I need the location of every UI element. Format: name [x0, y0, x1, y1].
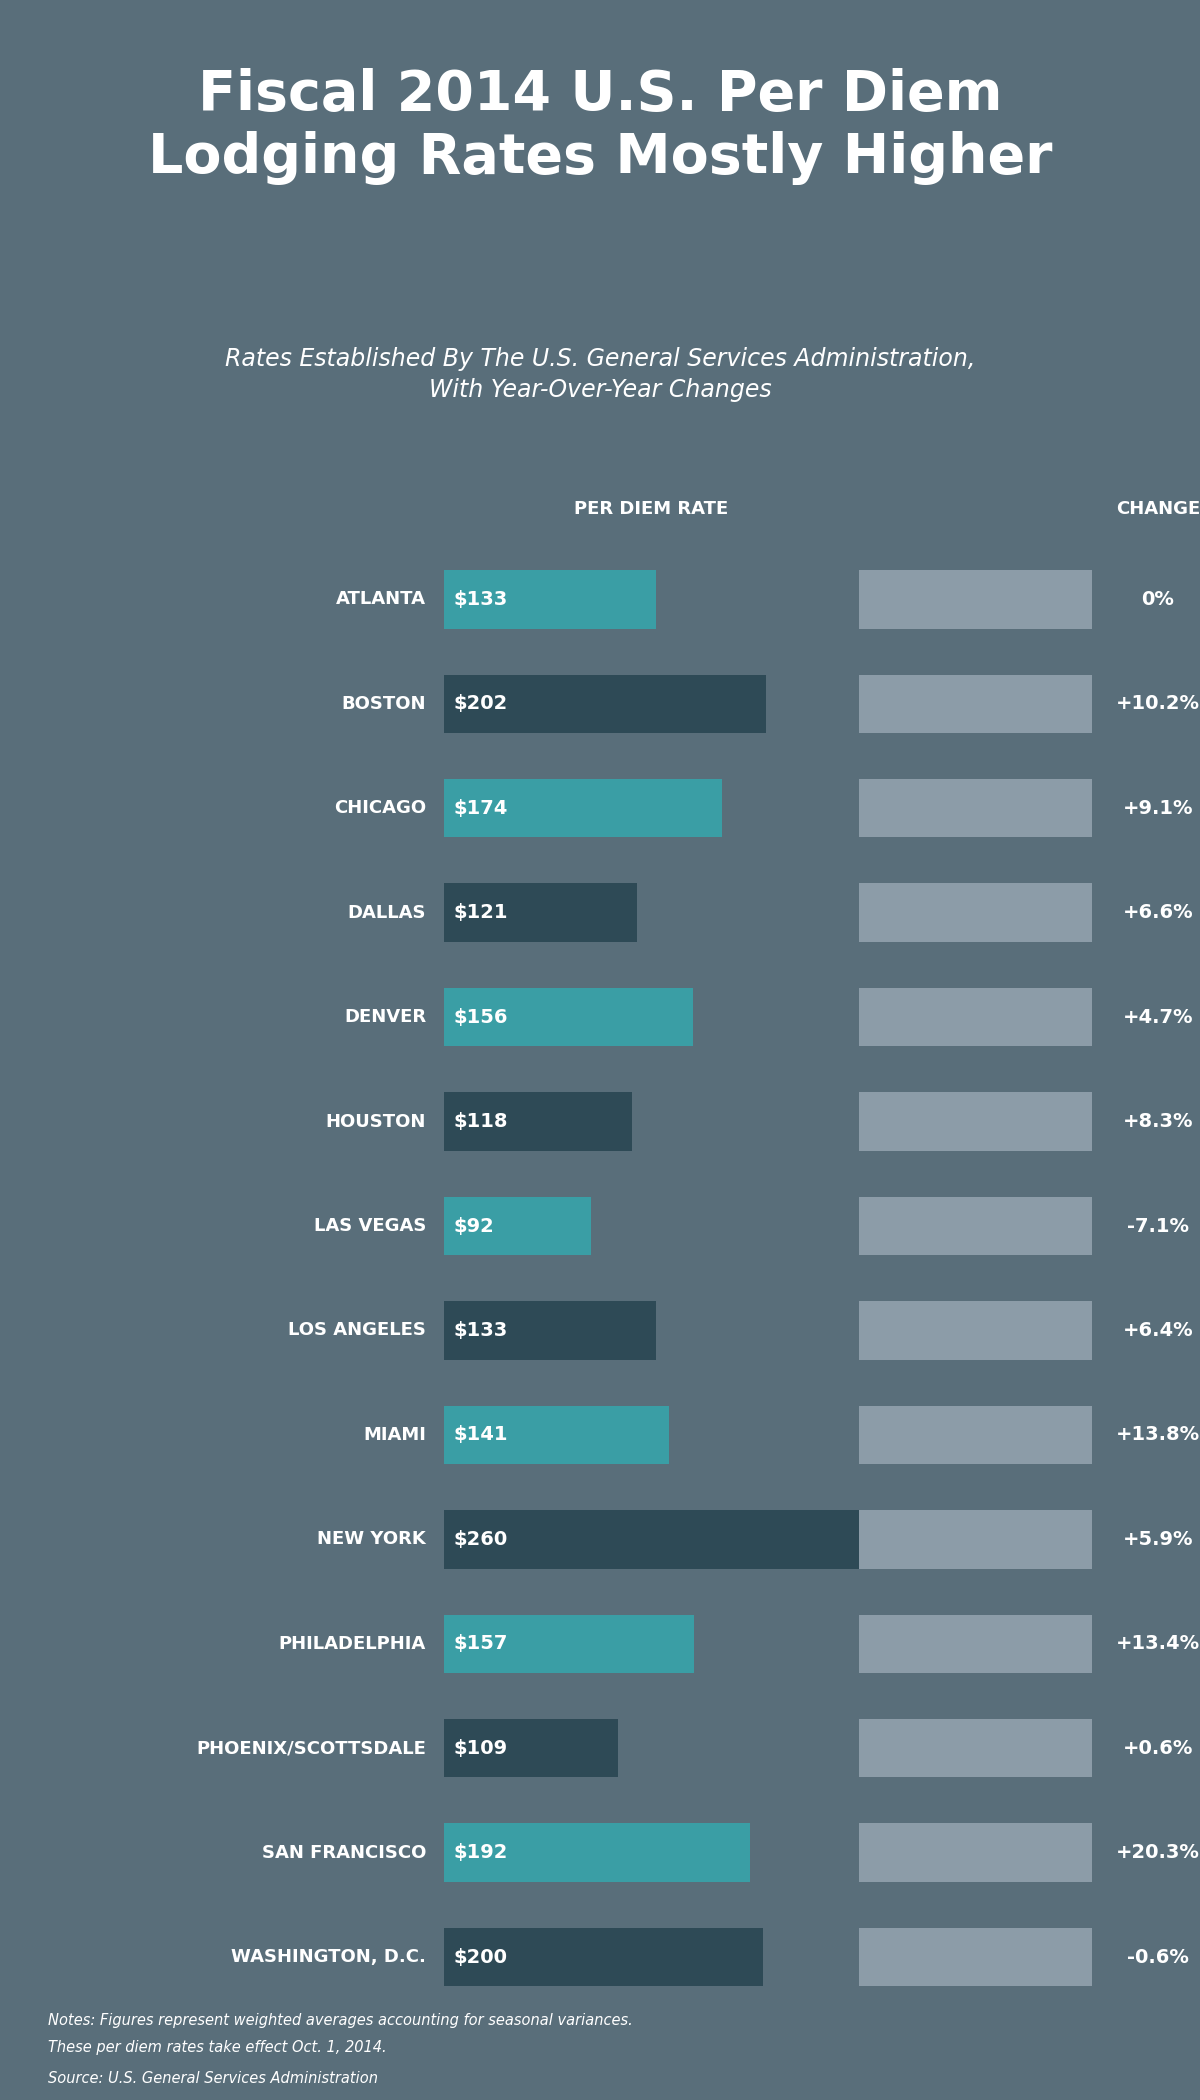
Text: $121: $121: [454, 903, 508, 922]
Bar: [859, 1510, 1092, 1569]
Text: +9.1%: +9.1%: [1123, 798, 1193, 817]
Bar: [444, 1197, 590, 1256]
Bar: [859, 779, 1092, 838]
Bar: [859, 1823, 1092, 1882]
Text: LAS VEGAS: LAS VEGAS: [313, 1218, 426, 1235]
Bar: [444, 569, 656, 628]
Text: Source: U.S. General Services Administration: Source: U.S. General Services Administra…: [48, 2071, 378, 2087]
Text: $118: $118: [454, 1113, 508, 1132]
Bar: [859, 1302, 1092, 1359]
Text: $157: $157: [454, 1634, 508, 1653]
Text: -0.6%: -0.6%: [1127, 1947, 1189, 1966]
Text: DENVER: DENVER: [344, 1008, 426, 1027]
Bar: [859, 1197, 1092, 1256]
Text: Notes: Figures represent weighted averages accounting for seasonal variances.: Notes: Figures represent weighted averag…: [48, 2014, 632, 2029]
Text: 0%: 0%: [1141, 590, 1175, 609]
Text: BOSTON: BOSTON: [342, 695, 426, 712]
Bar: [444, 1302, 656, 1359]
Bar: [859, 1615, 1092, 1674]
Text: $202: $202: [454, 695, 508, 714]
Bar: [859, 884, 1092, 943]
Bar: [444, 1720, 618, 1777]
Bar: [444, 987, 692, 1046]
Text: +10.2%: +10.2%: [1116, 695, 1200, 714]
Text: $141: $141: [454, 1426, 508, 1445]
Text: $156: $156: [454, 1008, 508, 1027]
Text: -7.1%: -7.1%: [1127, 1216, 1189, 1235]
Text: $260: $260: [454, 1529, 508, 1550]
Bar: [444, 779, 721, 838]
Bar: [859, 1405, 1092, 1464]
Text: LOS ANGELES: LOS ANGELES: [288, 1321, 426, 1340]
Text: +13.4%: +13.4%: [1116, 1634, 1200, 1653]
Text: Fiscal 2014 U.S. Per Diem
Lodging Rates Mostly Higher: Fiscal 2014 U.S. Per Diem Lodging Rates …: [148, 67, 1052, 185]
Text: PHILADELPHIA: PHILADELPHIA: [278, 1634, 426, 1653]
Bar: [859, 569, 1092, 628]
Text: $133: $133: [454, 1321, 508, 1340]
Bar: [859, 1928, 1092, 1987]
Text: +6.6%: +6.6%: [1123, 903, 1193, 922]
Text: $92: $92: [454, 1216, 494, 1235]
Bar: [444, 1823, 750, 1882]
Bar: [444, 884, 637, 943]
Text: DALLAS: DALLAS: [348, 903, 426, 922]
Text: HOUSTON: HOUSTON: [325, 1113, 426, 1130]
Bar: [444, 1405, 668, 1464]
Text: +5.9%: +5.9%: [1123, 1529, 1193, 1550]
Text: +13.8%: +13.8%: [1116, 1426, 1200, 1445]
Text: +6.4%: +6.4%: [1123, 1321, 1193, 1340]
Text: CHICAGO: CHICAGO: [334, 800, 426, 817]
Text: NEW YORK: NEW YORK: [317, 1531, 426, 1548]
Text: WASHINGTON, D.C.: WASHINGTON, D.C.: [232, 1949, 426, 1966]
Bar: [444, 1928, 763, 1987]
Text: SAN FRANCISCO: SAN FRANCISCO: [262, 1844, 426, 1863]
Text: Rates Established By The U.S. General Services Administration,
With Year-Over-Ye: Rates Established By The U.S. General Se…: [224, 346, 976, 401]
Text: $109: $109: [454, 1739, 508, 1758]
Text: ATLANTA: ATLANTA: [336, 590, 426, 609]
Bar: [859, 1092, 1092, 1151]
Text: $133: $133: [454, 590, 508, 609]
Text: $200: $200: [454, 1947, 508, 1966]
Text: PHOENIX/SCOTTSDALE: PHOENIX/SCOTTSDALE: [196, 1739, 426, 1758]
Bar: [444, 1510, 859, 1569]
Text: +8.3%: +8.3%: [1123, 1113, 1193, 1132]
Text: +4.7%: +4.7%: [1123, 1008, 1193, 1027]
Bar: [444, 1092, 632, 1151]
Bar: [444, 674, 767, 733]
Bar: [859, 1720, 1092, 1777]
Bar: [444, 1615, 695, 1674]
Text: +0.6%: +0.6%: [1123, 1739, 1193, 1758]
Text: $174: $174: [454, 798, 508, 817]
Text: PER DIEM RATE: PER DIEM RATE: [575, 500, 728, 519]
Bar: [859, 987, 1092, 1046]
Text: $192: $192: [454, 1844, 508, 1863]
Text: CHANGE: CHANGE: [1116, 500, 1200, 519]
Bar: [859, 674, 1092, 733]
Text: These per diem rates take effect Oct. 1, 2014.: These per diem rates take effect Oct. 1,…: [48, 2039, 386, 2054]
Text: MIAMI: MIAMI: [364, 1426, 426, 1445]
Text: +20.3%: +20.3%: [1116, 1844, 1200, 1863]
